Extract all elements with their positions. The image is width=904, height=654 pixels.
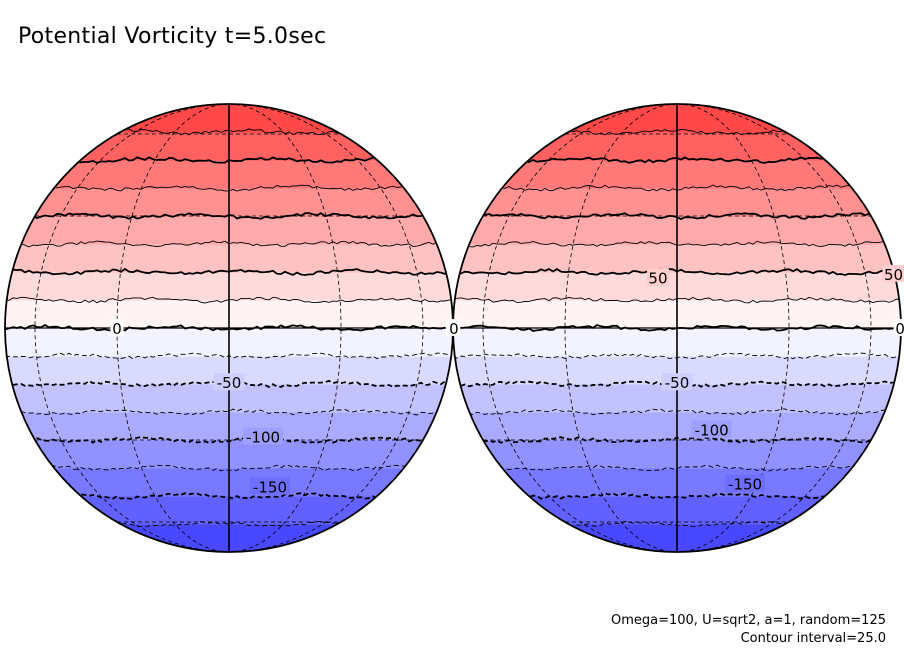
contour-label-bg [646,268,669,286]
contour-label: -100 [695,422,729,440]
contour-label-bg [661,373,693,391]
contour-label: -50 [665,374,690,392]
contour-label: 0 [895,320,904,338]
chart-title: Potential Vorticity t=5.0sec [18,24,327,49]
contour-line--125 [453,464,901,472]
contour-label: 50 [884,266,903,284]
contour-label: 50 [648,270,667,288]
contour-label: -100 [246,429,280,447]
contour-label: 0 [449,320,459,338]
contour-interval-note: Contour interval=25.0 [740,631,886,646]
contour-label: -150 [728,476,762,494]
contour-label-bg [110,319,124,336]
contour-label: 0 [112,320,122,338]
lon-line-60 [676,103,872,553]
panel-left-hemisphere: 0 0 -50 -100 -150 [4,103,459,553]
lon-line--60 [482,103,678,553]
parameters-note: Omega=100, U=sqrt2, a=1, random=125 [610,613,886,628]
contour-label-bg [725,474,766,492]
lon-line--60 [34,103,230,553]
contour-label: -150 [253,478,287,496]
graticule [5,103,453,553]
panel-right-hemisphere: 50 50 0 0 -50 -100 -150 [447,103,904,553]
contour-label: -50 [217,374,242,392]
lon-line-60 [228,103,424,553]
contour-label-bg [691,420,732,438]
contour-label-bg [243,427,284,445]
contour-label-bg [447,319,461,336]
contour-label-bg [213,373,245,391]
contour-label-bg [893,319,904,336]
contour-label-bg [249,477,290,495]
contour-label-bg [882,264,904,282]
contour-line--75 [5,408,453,416]
graticule [453,103,901,553]
